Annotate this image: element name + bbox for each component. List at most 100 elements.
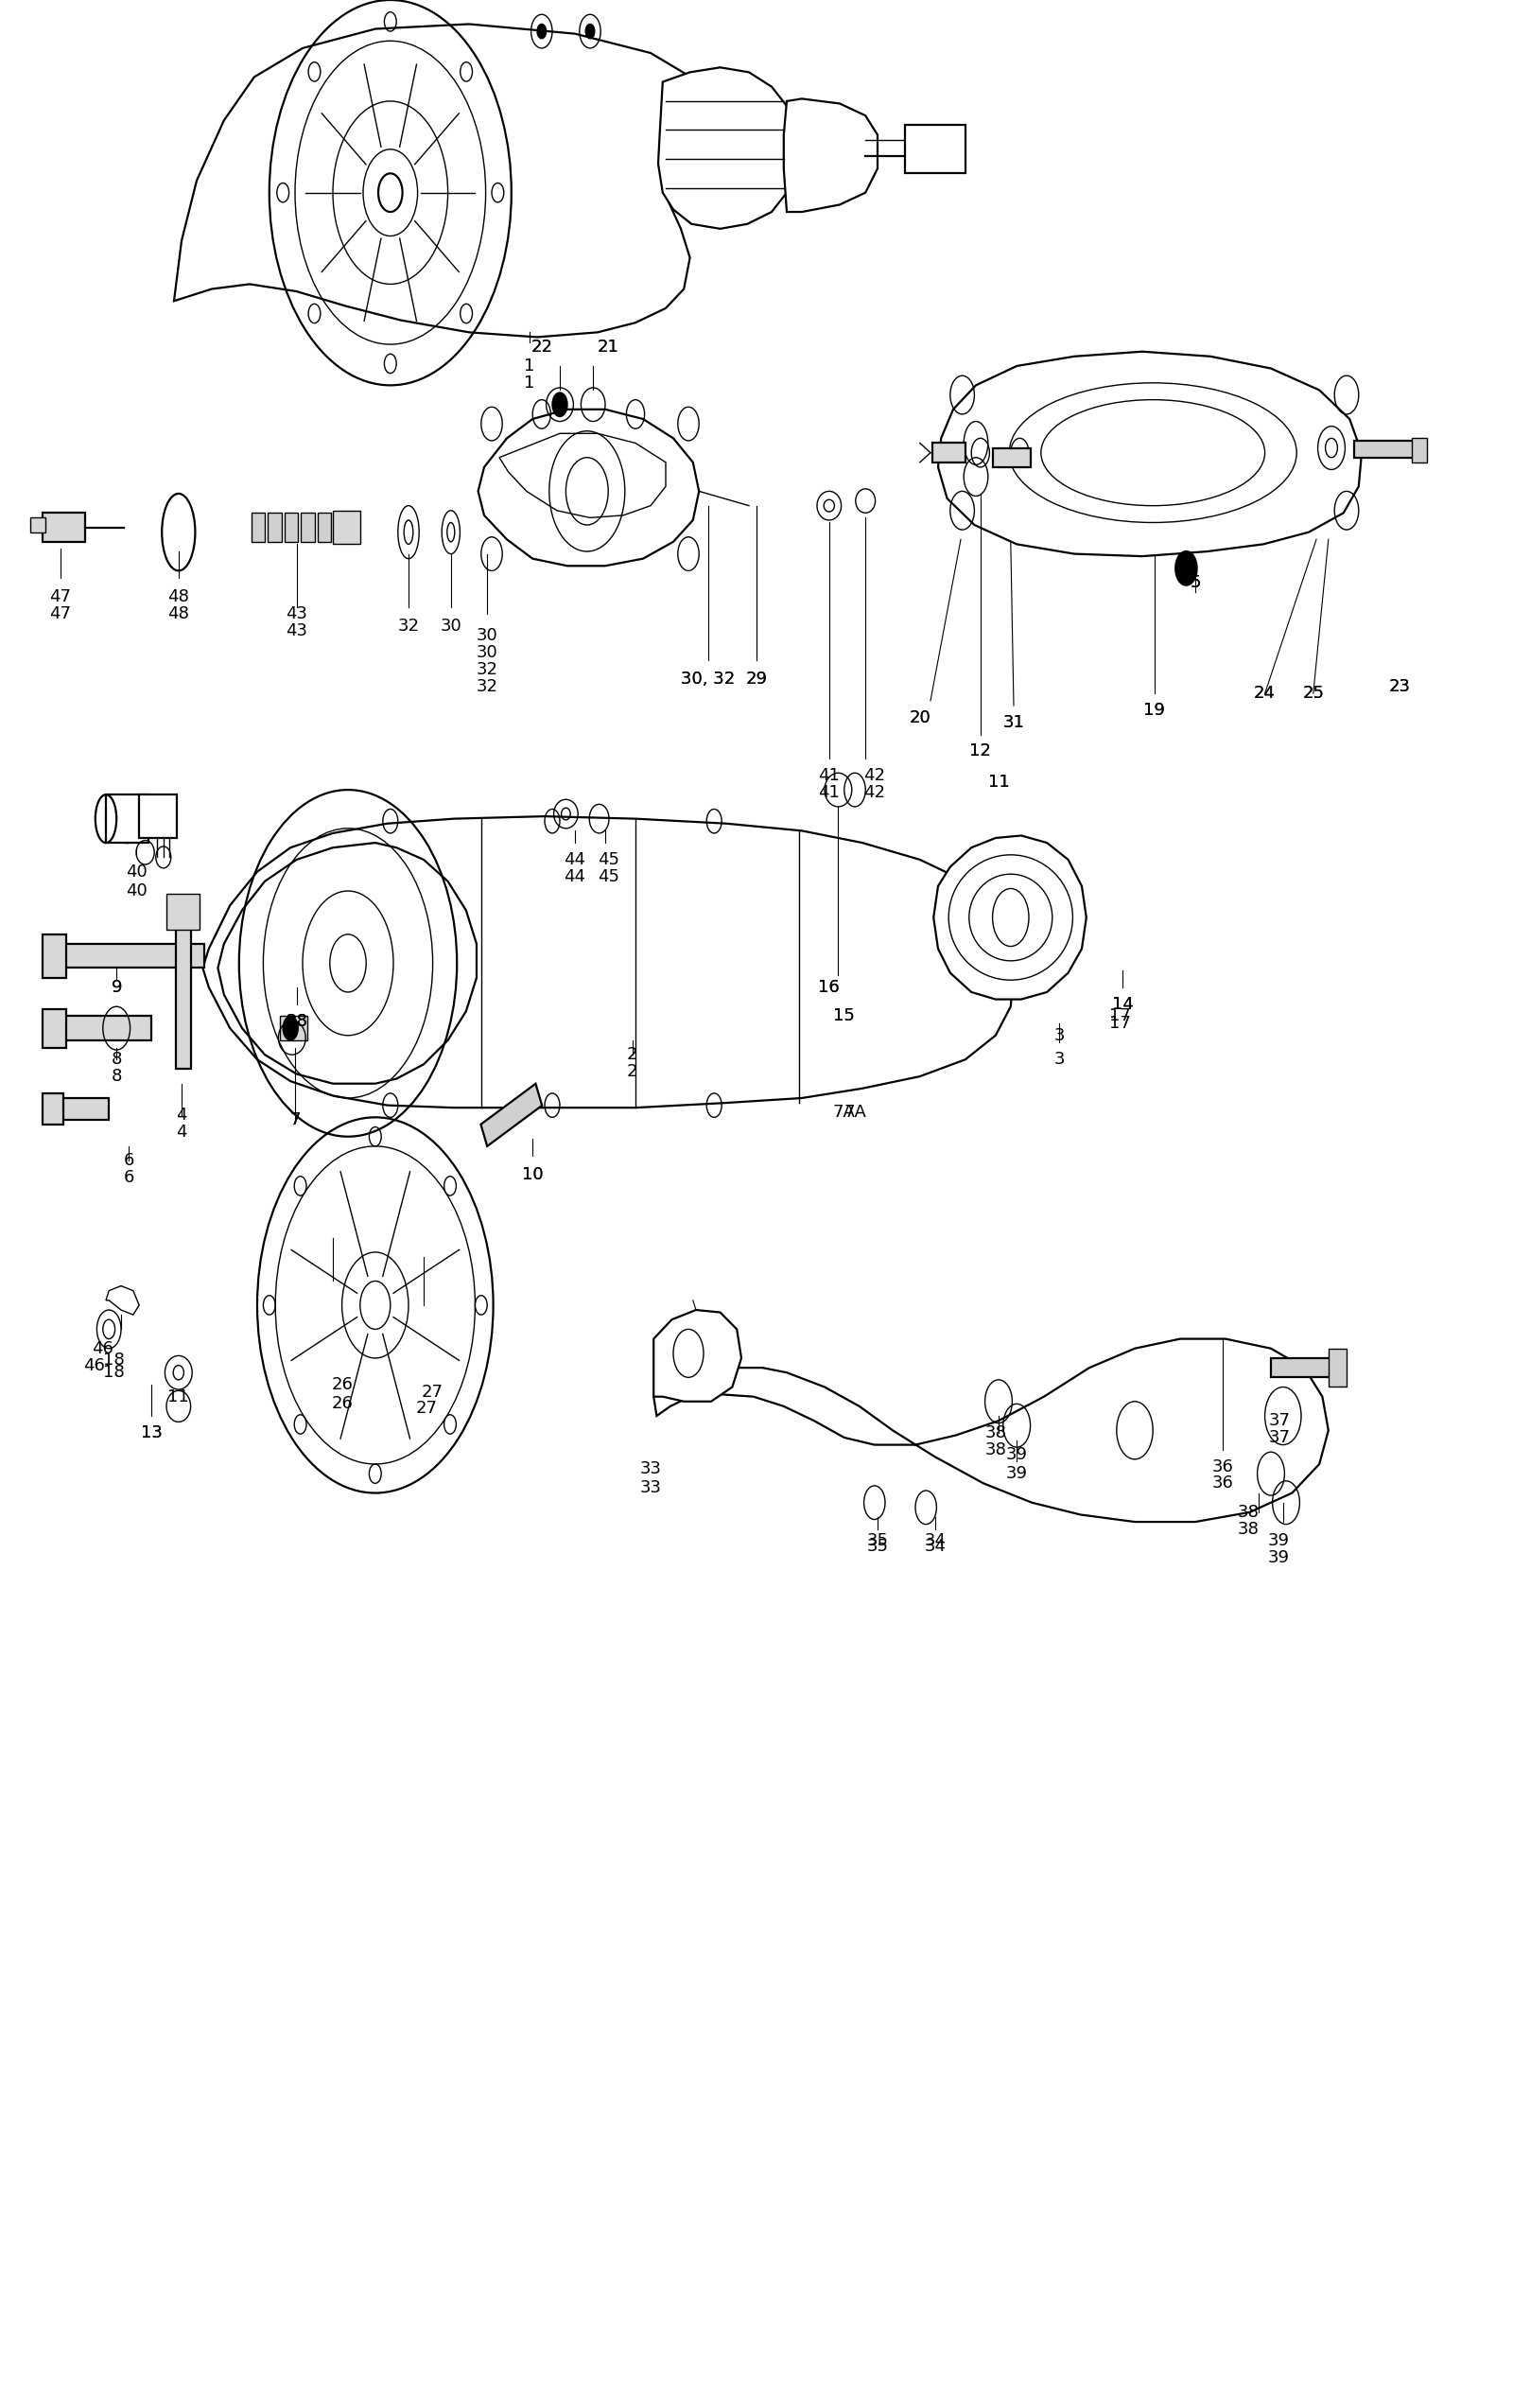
Text: 36: 36: [1212, 1457, 1233, 1476]
Text: 31: 31: [1003, 713, 1024, 732]
Text: 48: 48: [168, 588, 189, 607]
Text: 20: 20: [909, 708, 930, 727]
Text: 31: 31: [1003, 713, 1024, 732]
Text: 33: 33: [640, 1459, 661, 1479]
Text: 34: 34: [924, 1531, 946, 1551]
Bar: [1271, 1358, 1334, 1377]
Text: 30: 30: [477, 643, 498, 662]
Text: 11: 11: [168, 1387, 189, 1406]
Text: 39: 39: [1006, 1445, 1027, 1464]
Text: 40: 40: [126, 881, 147, 901]
Text: 41: 41: [819, 766, 840, 785]
Text: 38: 38: [1238, 1519, 1259, 1539]
Text: 26: 26: [331, 1375, 353, 1394]
Text: 19: 19: [1144, 701, 1165, 720]
Text: 24: 24: [1254, 684, 1275, 703]
Text: 10: 10: [522, 1165, 543, 1185]
Polygon shape: [654, 1339, 1328, 1522]
Text: 7: 7: [289, 1110, 301, 1129]
Text: 12: 12: [970, 742, 991, 761]
Text: 2: 2: [626, 1062, 638, 1081]
Text: 45: 45: [598, 850, 619, 869]
Text: 37: 37: [1269, 1411, 1291, 1430]
Bar: [61, 1016, 151, 1040]
Text: 28: 28: [286, 1011, 307, 1031]
Bar: [1412, 438, 1427, 462]
Text: 26: 26: [331, 1394, 353, 1413]
Bar: [166, 893, 200, 929]
Text: 2: 2: [626, 1045, 638, 1064]
Text: 7A: 7A: [844, 1103, 865, 1122]
Circle shape: [586, 24, 595, 39]
Text: 44: 44: [564, 867, 586, 886]
Text: 46: 46: [83, 1356, 104, 1375]
Bar: [333, 510, 360, 544]
Circle shape: [552, 393, 567, 417]
Text: 22: 22: [531, 337, 552, 356]
Text: 5: 5: [1189, 573, 1201, 592]
Polygon shape: [654, 1310, 741, 1401]
Text: 8: 8: [110, 1067, 123, 1086]
Text: 12: 12: [970, 742, 991, 761]
Polygon shape: [203, 816, 1014, 1108]
Bar: [284, 513, 298, 542]
Text: 48: 48: [168, 604, 189, 624]
Text: 44: 44: [564, 850, 586, 869]
Text: 32: 32: [477, 660, 498, 679]
Text: 8: 8: [110, 1050, 123, 1069]
Text: 9: 9: [110, 978, 123, 997]
Bar: [139, 795, 177, 838]
Text: 18: 18: [103, 1363, 124, 1382]
Text: 1: 1: [523, 356, 536, 376]
Bar: [905, 125, 965, 173]
Bar: [42, 1093, 64, 1125]
Bar: [61, 944, 204, 968]
Text: 32: 32: [398, 616, 419, 636]
Polygon shape: [174, 24, 732, 337]
Polygon shape: [938, 352, 1362, 556]
Text: 38: 38: [985, 1423, 1006, 1442]
Text: 39: 39: [1006, 1464, 1027, 1483]
Text: 6: 6: [123, 1168, 135, 1187]
Polygon shape: [784, 99, 878, 212]
Text: 32: 32: [477, 677, 498, 696]
Text: 27: 27: [416, 1399, 437, 1418]
Text: 33: 33: [640, 1479, 661, 1498]
Text: 35: 35: [867, 1536, 888, 1556]
Text: 30, 32: 30, 32: [681, 669, 735, 689]
Text: 30: 30: [440, 616, 461, 636]
Text: 9: 9: [110, 978, 123, 997]
Text: 16: 16: [819, 978, 840, 997]
Bar: [106, 795, 148, 843]
Text: 20: 20: [909, 708, 930, 727]
Text: 3: 3: [1053, 1050, 1065, 1069]
Text: 1: 1: [523, 373, 536, 393]
Text: 6: 6: [123, 1151, 135, 1170]
Text: 23: 23: [1389, 677, 1410, 696]
Polygon shape: [218, 843, 477, 1084]
Circle shape: [1176, 551, 1197, 585]
Text: 27: 27: [422, 1382, 443, 1401]
Bar: [318, 513, 331, 542]
Text: 28: 28: [286, 1011, 307, 1031]
Text: 35: 35: [867, 1531, 888, 1551]
Text: 46: 46: [92, 1339, 113, 1358]
Text: 16: 16: [819, 978, 840, 997]
Text: 42: 42: [864, 783, 885, 802]
Text: 45: 45: [598, 867, 619, 886]
Text: 30: 30: [477, 626, 498, 645]
Text: 24: 24: [1254, 684, 1275, 703]
Text: 25: 25: [1303, 684, 1324, 703]
Text: 17: 17: [1109, 1007, 1130, 1026]
Text: 47: 47: [50, 588, 71, 607]
Text: 25: 25: [1303, 684, 1324, 703]
Bar: [42, 934, 67, 978]
Text: 17: 17: [1109, 1014, 1130, 1033]
Bar: [42, 1009, 67, 1047]
Text: 30, 32: 30, 32: [681, 669, 735, 689]
Text: 21: 21: [598, 337, 619, 356]
Bar: [61, 1098, 109, 1120]
Text: 19: 19: [1144, 701, 1165, 720]
Text: 14: 14: [1112, 995, 1133, 1014]
Text: 13: 13: [141, 1423, 162, 1442]
